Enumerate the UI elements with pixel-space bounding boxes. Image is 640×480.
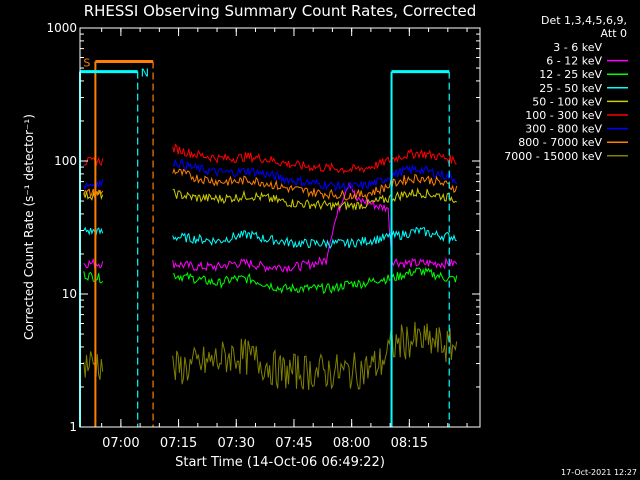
plot-frame (79, 27, 481, 428)
y-tick-label: 1000 (46, 21, 77, 35)
x-tick-label: 08:15 (391, 436, 428, 451)
chart-title: RHESSI Observing Summary Count Rates, Co… (84, 2, 477, 20)
x-tick-label: 07:00 (102, 436, 139, 451)
y-axis-label: Corrected Count Rate (s⁻¹ detector⁻¹) (22, 114, 36, 340)
legend-label: 100 - 300 keV (525, 109, 602, 122)
legend-label: 12 - 25 keV (539, 68, 602, 81)
x-tick-label: 08:00 (333, 436, 370, 451)
legend-header-line2: Att 0 (601, 27, 627, 40)
series-line (83, 199, 457, 359)
legend-label: 3 - 6 keV (553, 41, 602, 54)
series-line (83, 226, 457, 249)
x-tick-label: 07:15 (160, 436, 197, 451)
series-line (83, 266, 458, 295)
x-tick-label: 07:30 (218, 436, 255, 451)
y-tick-label: 1 (69, 420, 77, 434)
series-line (83, 187, 457, 211)
legend-label: 800 - 7000 keV (518, 136, 602, 149)
series-line (83, 321, 458, 391)
legend-label: 300 - 800 keV (525, 123, 602, 136)
x-axis-label: Start Time (14-Oct-06 06:49:22) (175, 455, 385, 470)
legend-label: 25 - 50 keV (539, 82, 602, 95)
footer-date: 17-Oct-2021 12:27 (561, 468, 637, 477)
y-tick-label: 100 (54, 154, 77, 168)
legend-label: 7000 - 15000 keV (504, 150, 602, 163)
legend-header-line1: Det 1,3,4,5,6,9, (541, 14, 627, 27)
saa-label: S (83, 56, 90, 69)
series-line (83, 143, 457, 174)
series-line (83, 158, 458, 193)
y-tick-label: 10 (62, 287, 77, 301)
series-line (83, 167, 458, 201)
legend-label: 50 - 100 keV (532, 95, 602, 108)
x-tick-label: 07:45 (275, 436, 312, 451)
legend-label: 6 - 12 keV (546, 55, 602, 68)
series-line (83, 181, 458, 274)
night-label: N (141, 67, 149, 80)
